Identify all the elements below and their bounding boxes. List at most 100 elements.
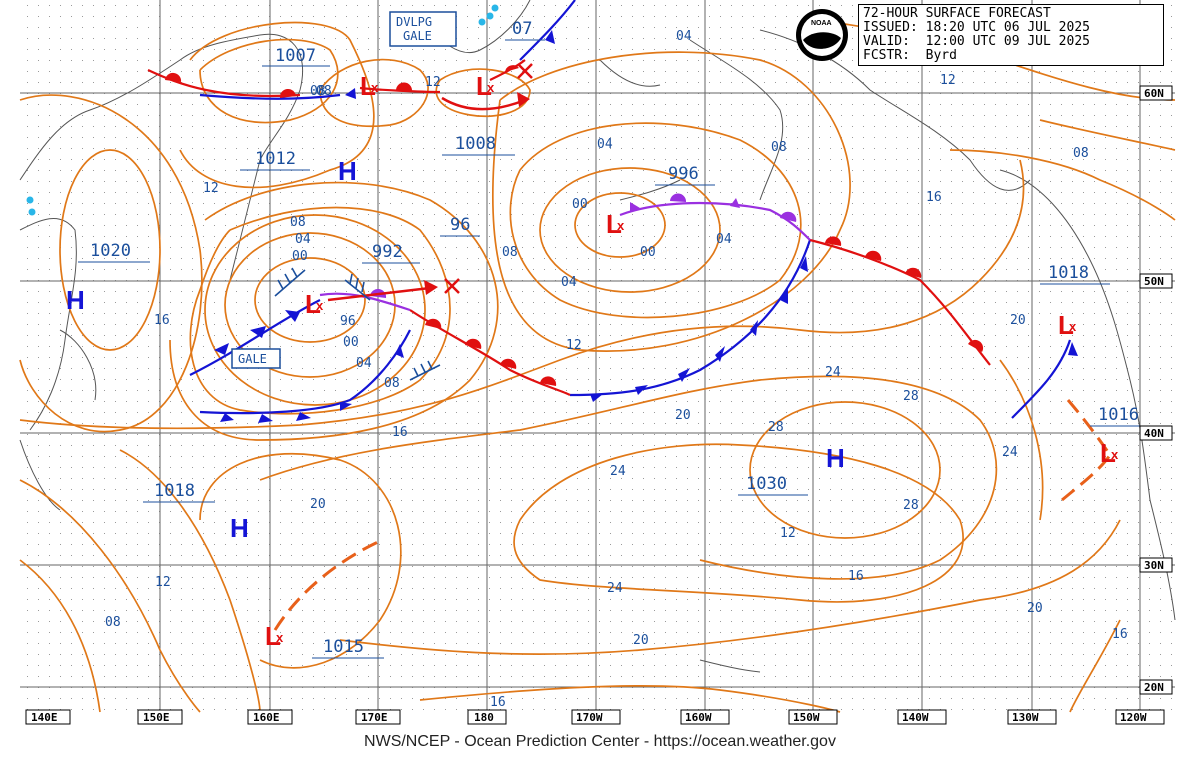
svg-text:L: L xyxy=(1058,310,1074,340)
forecast-title-box: 72-HOUR SURFACE FORECAST ISSUED: 18:20 U… xyxy=(858,4,1164,66)
svg-text:L: L xyxy=(360,71,376,101)
lon-label: 140E xyxy=(31,711,58,724)
isobar-label: 28 xyxy=(903,389,919,404)
pressure-center-1030: 1030 xyxy=(746,474,787,494)
isobar-label: 12 xyxy=(566,338,582,353)
svg-text:NOAA: NOAA xyxy=(811,20,832,27)
lat-label: 60N xyxy=(1144,87,1164,100)
ice-markers xyxy=(26,4,499,216)
pressure-center-1020: 1020 xyxy=(90,241,131,261)
isobar-label: 12 xyxy=(155,575,171,590)
isobar-label: 16 xyxy=(392,425,408,440)
isobar-label: 08 xyxy=(771,140,787,155)
noaa-logo: NOAA xyxy=(796,9,848,61)
low-center-1: Lx xyxy=(305,289,324,319)
high-symbols: H H H H xyxy=(66,156,845,543)
pressure-center-1015: 1015 xyxy=(323,637,364,657)
isobar-label: 04 xyxy=(597,137,613,152)
pressure-center-1012: 1012 xyxy=(255,149,296,169)
isobar-label: 20 xyxy=(1027,601,1043,616)
isobar-label: 12 xyxy=(425,75,441,90)
lon-label: 150W xyxy=(793,711,820,724)
lat-label: 20N xyxy=(1144,681,1164,694)
lat-label: 50N xyxy=(1144,275,1164,288)
pressure-center-labels: 1007 1012 1008 1020 992 96 996 07 04 101… xyxy=(78,19,1160,659)
svg-text:x: x xyxy=(617,218,625,233)
pressure-center-96: 96 xyxy=(450,215,470,235)
lon-label: 180 xyxy=(474,711,494,724)
lon-label: 120W xyxy=(1120,711,1147,724)
isobar-label: 20 xyxy=(675,408,691,423)
svg-text:x: x xyxy=(316,298,324,313)
isobar-label: 04 xyxy=(561,275,577,290)
forecast-title: 72-HOUR SURFACE FORECAST xyxy=(863,6,1051,21)
svg-text:x: x xyxy=(487,80,495,95)
track-arrowheads xyxy=(424,92,530,295)
gale-warning: GALE xyxy=(231,348,281,369)
isobar-label: 00 xyxy=(292,249,308,264)
wind-barbs xyxy=(274,267,441,381)
valid-time: VALID: 12:00 UTC 09 JUL 2025 xyxy=(863,34,1090,49)
isobar-label: 08 xyxy=(316,84,332,99)
isobar-label: 08 xyxy=(1073,146,1089,161)
svg-text:x: x xyxy=(1111,447,1119,462)
isobar-label: 16 xyxy=(848,569,864,584)
lon-label: 150E xyxy=(143,711,170,724)
pressure-center-1008: 1008 xyxy=(455,134,496,154)
lat-label: 40N xyxy=(1144,427,1164,440)
svg-text:DVLPG: DVLPG xyxy=(396,15,432,29)
pressure-center-1016: 1016 xyxy=(1098,405,1139,425)
issued-time: ISSUED: 18:20 UTC 06 JUL 2025 xyxy=(863,20,1090,35)
isobar-label: 12 xyxy=(780,526,796,541)
isobar-label: 00 xyxy=(343,335,359,350)
isobar-label: 96 xyxy=(340,314,356,329)
isobar-label: 12 xyxy=(940,73,956,88)
lon-label: 160E xyxy=(253,711,280,724)
isobar-label: 24 xyxy=(1002,445,1018,460)
latitude-labels: 60N 50N 40N 30N 20N xyxy=(1139,85,1173,695)
lon-label: 170E xyxy=(361,711,388,724)
isobar-labels: 08 08 04 00 96 00 04 08 12 16 12 16 20 2… xyxy=(105,73,1128,710)
isobar-label: 16 xyxy=(154,313,170,328)
svg-text:L: L xyxy=(265,621,281,651)
low-symbols: Lx Lx Lx Lx Lx Lx Lx xyxy=(265,71,1119,651)
isobar-label: 16 xyxy=(490,695,506,710)
isobar-label: 08 xyxy=(290,215,306,230)
developing-gale-warning: DVLPG GALE xyxy=(389,11,457,47)
high-center-3: H xyxy=(826,443,845,473)
svg-text:L: L xyxy=(305,289,321,319)
pressure-center-07: 07 xyxy=(512,19,532,39)
low-center-5: Lx xyxy=(1058,310,1077,340)
dotted-grid xyxy=(20,0,1175,712)
pressure-label-04: 04 xyxy=(676,29,692,44)
lon-label: 140W xyxy=(902,711,929,724)
isobar-label: 20 xyxy=(1010,313,1026,328)
pressure-center-1018-east: 1018 xyxy=(1048,263,1089,283)
isobar-label: 28 xyxy=(768,420,784,435)
svg-text:x: x xyxy=(276,630,284,645)
troughs xyxy=(273,399,1112,631)
high-center-1: H xyxy=(338,156,357,186)
svg-text:GALE: GALE xyxy=(238,352,267,366)
svg-text:L: L xyxy=(476,71,492,101)
isobar-label: 04 xyxy=(295,232,311,247)
high-center-2: H xyxy=(66,285,85,315)
isobar-label: 08 xyxy=(105,615,121,630)
lon-label: 170W xyxy=(576,711,603,724)
isobar-label: 00 xyxy=(572,197,588,212)
low-tracks xyxy=(327,96,526,302)
svg-text:GALE: GALE xyxy=(403,29,432,43)
low-center-6: Lx xyxy=(1100,438,1119,468)
isobar-label: 20 xyxy=(310,497,326,512)
pressure-center-1007: 1007 xyxy=(275,46,316,66)
isobar-label: 28 xyxy=(903,498,919,513)
isobar-label: 08 xyxy=(384,376,400,391)
isobar-label: 04 xyxy=(356,356,372,371)
lat-label: 30N xyxy=(1144,559,1164,572)
isobar-label: 12 xyxy=(203,181,219,196)
cold-front-barbs xyxy=(214,30,1078,423)
pressure-center-996: 996 xyxy=(668,164,699,184)
pressure-center-1018-west: 1018 xyxy=(154,481,195,501)
